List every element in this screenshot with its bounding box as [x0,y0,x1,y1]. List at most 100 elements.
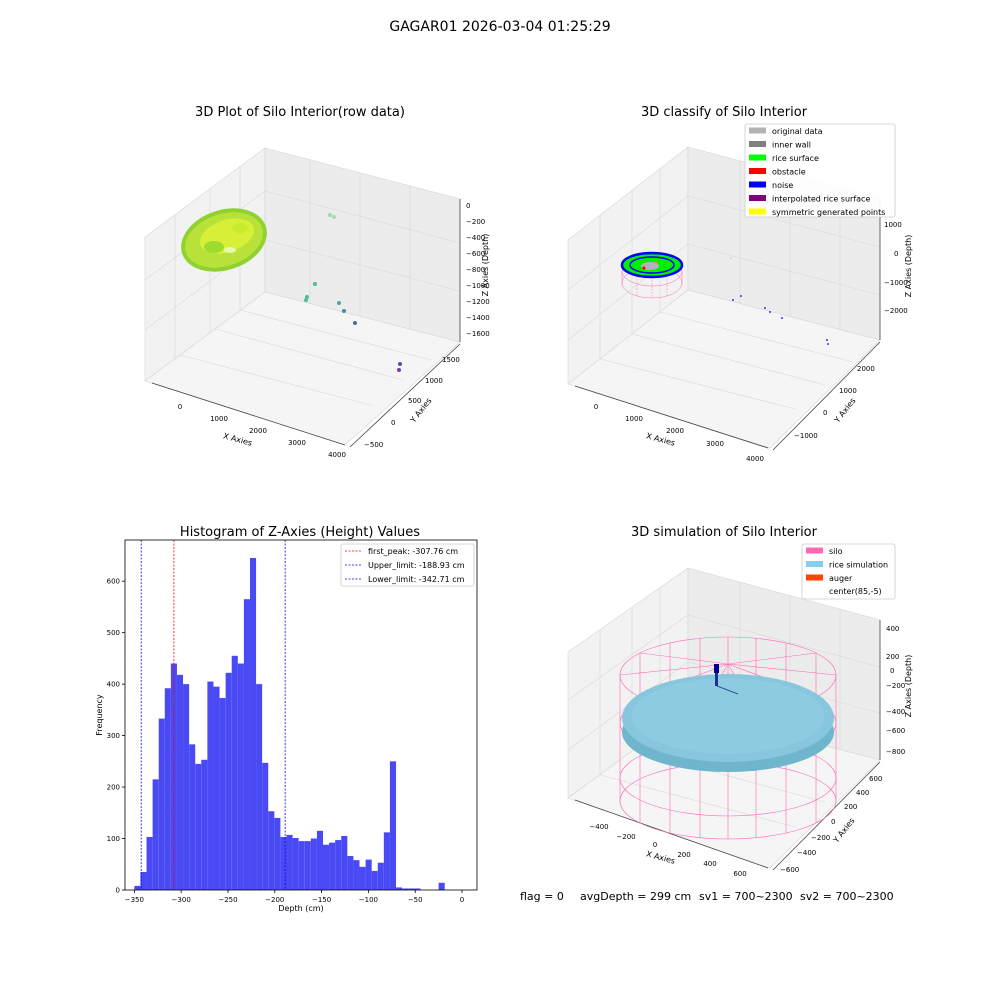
hist-bar [158,718,165,890]
raw-x-tick: 4000 [328,451,346,459]
sim-chart-title: 3D simulation of Silo Interior [631,525,818,540]
hist-bar [408,888,415,890]
hist-y-tick-label: 500 [107,629,120,637]
hist-bar [438,882,445,890]
legend-label-rice-simulation: rice simulation [829,561,888,570]
hist-bar [335,840,342,890]
hist-y-ticks: 0 100 200 300 400 500 600 [107,578,125,895]
figure-suptitle: GAGAR01 2026-03-04 01:25:29 [389,19,610,35]
hist-x-tick-label: −250 [218,896,237,904]
sim-z-tick: 0 [890,667,894,675]
hist-x-tick-label: −350 [125,896,144,904]
panel-classify-3d: 3D classify of Silo Interior [567,105,913,463]
raw-z-tick: −800 [466,266,485,274]
hist-y-tick-label: 600 [107,578,120,586]
sim-x-tick-labels: −400 −200 0 200 400 600 [589,823,746,878]
raw-z-axis-label: Z Axies (Depth) [481,234,490,297]
classify-y-tick: 1000 [839,387,857,395]
sim-z-tick: −600 [886,727,905,735]
status-sv2: sv2 = 700~2300 [800,890,894,903]
raw-3d-box [144,147,461,448]
status-flag: flag = 0 [520,890,564,903]
legend-swatch-symmetric [749,208,766,215]
hist-bar [377,862,384,890]
hist-bar [243,599,250,890]
hist-bar [249,558,257,890]
sim-z-tick: 400 [886,625,899,633]
legend-swatch-rice-simulation [806,561,823,567]
classify-z-tick: 1000 [884,221,902,229]
hist-bar [201,759,208,890]
classify-x-tick: 1000 [625,415,643,423]
sim-y-tick: −400 [797,849,816,857]
hist-bar [341,835,348,890]
hist-y-axis-label: Frequency [95,694,104,736]
legend-label-original-data: original data [772,127,823,136]
panel-raw-3d: 3D Plot of Silo Interior(row data) [144,105,490,459]
raw-x-tick: 1000 [210,415,228,423]
legend-label-upper-limit: Upper_limit: -188.93 cm [368,561,465,570]
classify-x-tick-labels: 0 1000 2000 3000 4000 [594,403,764,463]
raw-y-tick: 1500 [442,356,460,364]
raw-point-cloud [181,208,402,372]
hist-bar [414,888,421,890]
hist-x-tick-label: −200 [265,896,284,904]
sim-y-tick: 400 [856,789,869,797]
hist-bar [134,885,141,890]
hist-x-tick-label: −150 [312,896,331,904]
classify-y-tick: 0 [823,409,827,417]
legend-label-interpolated: interpolated rice surface [772,195,870,204]
classify-x-tick: 3000 [706,440,724,448]
hist-chart-title: Histogram of Z-Axies (Height) Values [180,525,420,540]
hist-bar [402,888,409,890]
hist-y-tick-label: 0 [116,887,120,895]
legend-swatch-rice-surface [749,154,766,161]
hist-y-tick-label: 400 [107,681,120,689]
raw-z-tick: −200 [466,218,485,226]
classify-y-tick-labels: −1000 0 1000 2000 [794,365,875,440]
legend-swatch-auger [806,574,823,581]
hist-bar [176,674,184,890]
hist-bar [183,684,190,890]
classify-y-axis-label: Y Axies [832,396,858,425]
hist-x-tick-label: −300 [172,896,191,904]
sim-x-tick: −200 [616,833,635,841]
hist-x-ticks: −350 −300 −250 −200 −150 −100 −50 0 [125,890,464,904]
sim-y-tick-labels: −600 −400 −200 0 200 400 600 [780,775,882,874]
hist-bar [310,838,317,890]
classify-x-tick: 2000 [666,427,684,435]
hist-bar [152,779,159,890]
classify-z-axis-label: Z Axies (Depth) [904,235,913,298]
legend-label-lower-limit: Lower_limit: -342.71 cm [368,575,465,584]
sim-z-tick: −400 [886,708,905,716]
hist-bar [140,871,147,890]
hist-bars [134,558,445,890]
sim-rice-surface [622,674,834,772]
raw-z-tick: −1200 [466,298,490,306]
raw-z-tick-labels: 0 −200 −400 −600 −800 −1000 −1200 −1400 … [466,202,490,338]
hist-bar [225,672,232,890]
hist-bar [298,841,305,890]
raw-y-tick: −500 [364,441,383,449]
sim-x-axis-label: X Axies [645,849,676,865]
classify-x-tick: 0 [594,403,598,411]
legend-label-silo: silo [829,547,843,556]
classify-chart-title: 3D classify of Silo Interior [641,105,808,120]
classify-z-tick: −2000 [884,307,908,315]
hist-vlines [140,540,286,890]
sim-z-tick: 200 [886,653,899,661]
hist-bar [316,830,323,890]
sim-z-tick: −200 [886,682,905,690]
classify-y-tick: −1000 [794,432,818,440]
legend-swatch-obstacle [749,168,766,174]
hist-bar [292,838,299,890]
raw-x-tick-labels: 0 1000 2000 3000 4000 [178,403,346,459]
hist-bar [219,698,226,890]
raw-chart-title: 3D Plot of Silo Interior(row data) [195,105,405,120]
sim-y-tick: 0 [831,818,835,826]
raw-y-tick-labels: −500 0 500 1000 1500 [364,356,460,449]
hist-x-tick-label: −100 [359,896,378,904]
legend-label-auger: auger [829,574,853,583]
raw-z-tick: −400 [466,234,485,242]
hist-bar [353,860,360,890]
